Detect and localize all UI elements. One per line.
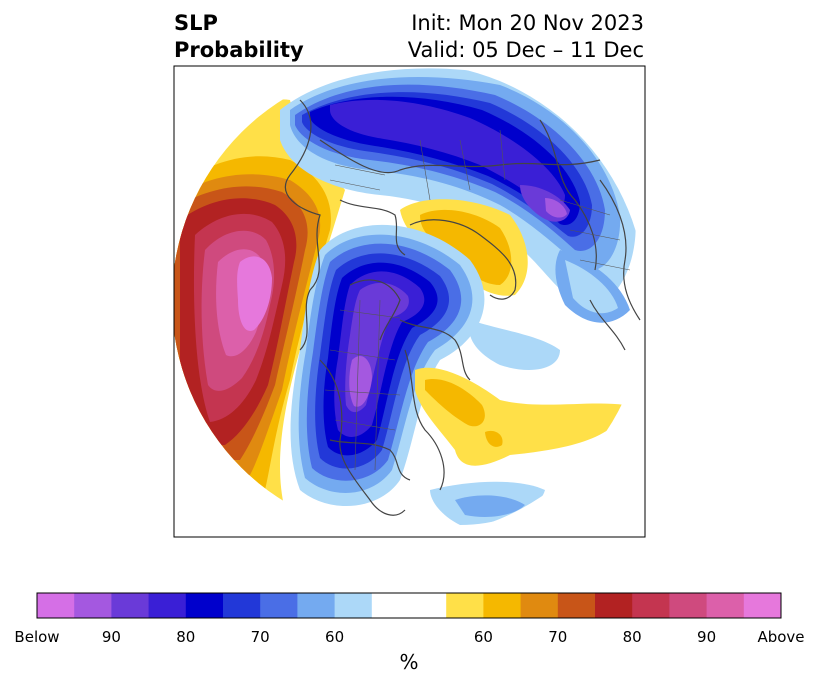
map-frame bbox=[173, 65, 646, 538]
title-right: Init: Mon 20 Nov 2023 Valid: 05 Dec – 11… bbox=[408, 10, 644, 64]
init-date: Init: Mon 20 Nov 2023 bbox=[411, 11, 644, 35]
title-type: Probability bbox=[174, 38, 304, 62]
colorbar-tick-label: Below bbox=[14, 628, 60, 646]
colorbar-segment bbox=[446, 593, 484, 618]
colorbar-tick-label: 60 bbox=[473, 628, 493, 646]
greenland-above-anomaly bbox=[400, 199, 528, 296]
pacific-above-anomaly bbox=[174, 99, 345, 510]
colorbar-border bbox=[36, 592, 782, 619]
colorbar-segment bbox=[111, 593, 150, 618]
colorbar-segment bbox=[148, 593, 187, 618]
colorbar-tick-label: 70 bbox=[250, 628, 270, 646]
valid-range: Valid: 05 Dec – 11 Dec bbox=[407, 38, 644, 62]
title-variable: SLP bbox=[174, 11, 218, 35]
colorbar-segment bbox=[743, 593, 782, 618]
map-disk bbox=[174, 66, 645, 537]
title-left: SLP Probability bbox=[174, 10, 304, 64]
atlantic-above-anomaly bbox=[415, 367, 625, 466]
north-america-below-anomaly bbox=[290, 224, 485, 507]
colorbar-tick-label: 90 bbox=[101, 628, 121, 646]
siberia-below-anomaly bbox=[280, 68, 636, 310]
coastlines bbox=[284, 99, 641, 516]
colorbar-tick-label: 90 bbox=[697, 628, 717, 646]
colorbar-segment bbox=[297, 593, 336, 618]
colorbar-unit-label: % bbox=[399, 650, 419, 674]
colorbar-segment bbox=[371, 593, 410, 618]
colorbar-segment bbox=[74, 593, 112, 618]
colorbar-tick-label: 80 bbox=[176, 628, 196, 646]
colorbar bbox=[36, 592, 782, 619]
colorbar-tick-label: Above bbox=[757, 628, 805, 646]
colorbar-segment bbox=[37, 593, 75, 618]
colorbar-segment bbox=[223, 593, 261, 618]
colorbar-tick-label: 70 bbox=[548, 628, 568, 646]
colorbar-segment bbox=[409, 593, 447, 618]
colorbar-segment bbox=[334, 593, 373, 618]
colorbar-tick-label: 60 bbox=[325, 628, 345, 646]
colorbar-segment bbox=[557, 593, 596, 618]
colorbar-segment bbox=[520, 593, 559, 618]
colorbar-segment bbox=[185, 593, 224, 618]
colorbar-segment bbox=[669, 593, 708, 618]
colorbar-segment bbox=[260, 593, 298, 618]
colorbar-segment bbox=[632, 593, 670, 618]
colorbar-tick-label: 80 bbox=[622, 628, 642, 646]
colorbar-segment bbox=[706, 593, 745, 618]
colorbar-segment bbox=[595, 593, 633, 618]
colorbar-segment bbox=[483, 593, 522, 618]
borders bbox=[324, 129, 631, 471]
